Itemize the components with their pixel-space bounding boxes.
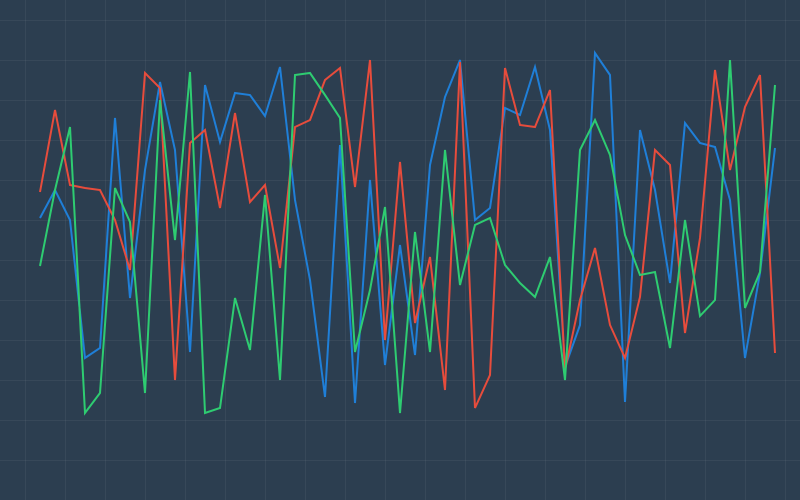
series-line	[39, 49, 776, 404]
series-line	[39, 59, 776, 416]
series-line	[39, 59, 776, 409]
